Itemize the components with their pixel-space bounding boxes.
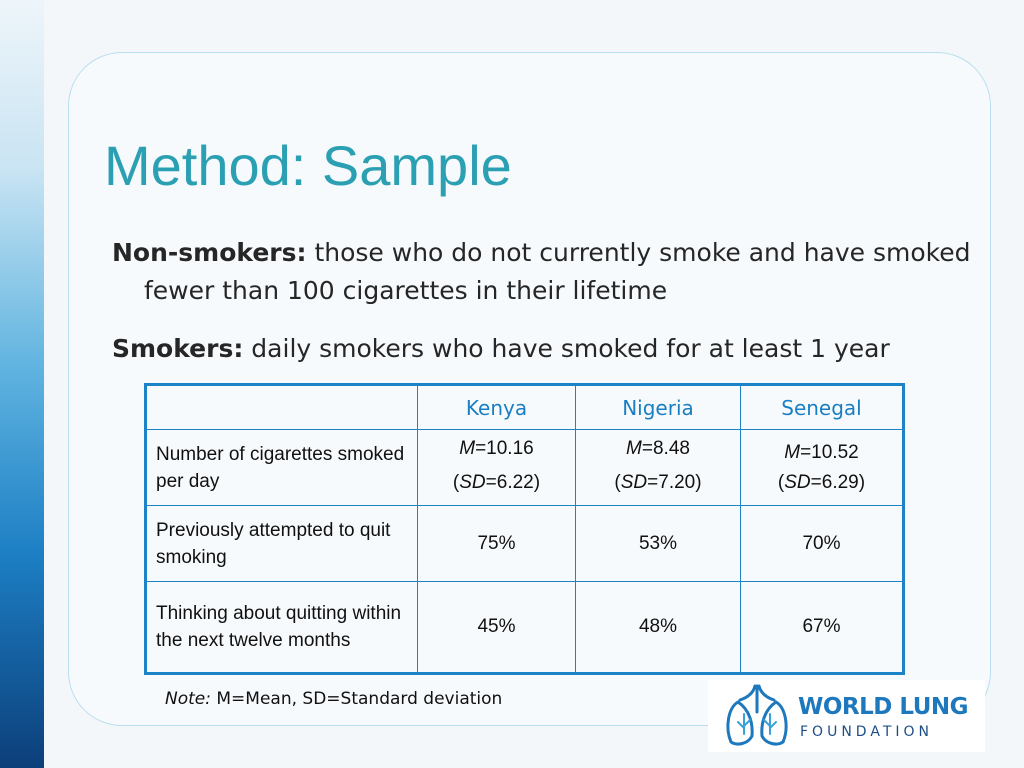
cell-kenya: 75% [417,505,576,582]
decorative-side-bar [0,0,44,768]
header-empty [145,384,418,430]
header-senegal: Senegal [740,384,904,430]
cell-nigeria: 53% [575,505,741,582]
definition-text: those who do not currently smoke and hav… [144,238,971,305]
cell-senegal: 70% [740,505,904,582]
sample-table: Kenya Nigeria Senegal Number of cigarett… [144,383,905,675]
sd-value: (SD=6.22) [452,472,541,493]
definition-non-smokers: Non-smokers: those who do not currently … [112,234,1004,310]
table-header-row: Kenya Nigeria Senegal [145,384,904,430]
note-label: Note: [165,689,211,709]
mean-value: M=8.48 [626,438,690,459]
header-nigeria: Nigeria [575,384,741,430]
row-label: Previously attempted to quit smoking [145,505,418,582]
cell-nigeria: 48% [575,581,741,674]
world-lung-foundation-logo: WORLD LUNG FOUNDATION [708,680,985,752]
logo-title: WORLD LUNG [798,694,969,720]
definition-term: Smokers: [112,334,244,363]
definition-smokers: Smokers: daily smokers who have smoked f… [112,330,972,368]
logo-subtitle: FOUNDATION [800,724,933,740]
definition-term: Non-smokers: [112,238,307,267]
mean-value: M=10.52 [784,441,859,463]
row-label: Thinking about quitting within the next … [145,581,418,674]
mean-value: M=10.16 [459,438,534,459]
sd-value: (SD=7.20) [614,472,702,493]
slide-title: Method: Sample [104,134,512,197]
table-row: Thinking about quitting within the next … [145,581,904,674]
sd-value: (SD=6.29) [777,471,866,493]
cell-senegal: 67% [740,581,904,674]
cell-kenya: M=10.16 (SD=6.22) [417,429,576,506]
note-text: M=Mean, SD=Standard deviation [210,689,503,709]
table-row: Previously attempted to quit smoking 75%… [145,505,904,582]
table-row: Number of cigarettes smoked per day M=10… [145,429,904,506]
cell-kenya: 45% [417,581,576,674]
row-label: Number of cigarettes smoked per day [145,429,418,506]
table-note: Note: M=Mean, SD=Standard deviation [165,689,502,709]
definition-text: daily smokers who have smoked for at lea… [243,334,890,363]
cell-nigeria: M=8.48 (SD=7.20) [575,429,741,506]
cell-senegal: M=10.52 (SD=6.29) [740,429,904,506]
lungs-icon [726,684,788,746]
sample-table-wrapper: Kenya Nigeria Senegal Number of cigarett… [144,383,905,675]
header-kenya: Kenya [417,384,576,430]
